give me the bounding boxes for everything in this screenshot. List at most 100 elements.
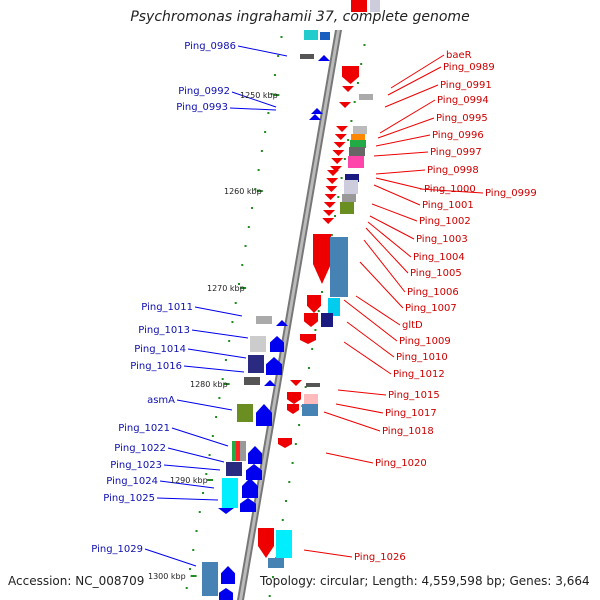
gene-label[interactable]: Ping_1011	[141, 302, 193, 313]
genome-backbone	[237, 30, 342, 600]
leader-line	[163, 464, 221, 471]
gene-label[interactable]: Ping_1007	[405, 303, 457, 314]
gene-label[interactable]: Ping_1025	[103, 493, 155, 504]
leader-line	[369, 215, 415, 240]
gene-label[interactable]: baeR	[446, 50, 472, 61]
tick-mark	[260, 150, 263, 152]
reverse-gene-arrow	[323, 202, 336, 208]
gene-label[interactable]: Ping_0997	[430, 147, 482, 158]
tick-mark	[195, 530, 198, 532]
gene-label[interactable]: Ping_1020	[375, 458, 427, 469]
leader-line	[171, 427, 229, 447]
gene-label[interactable]: Ping_1016	[130, 361, 182, 372]
gene-label[interactable]: Ping_1029	[91, 544, 143, 555]
gene-label[interactable]: Ping_1022	[114, 443, 166, 454]
tick-mark	[221, 378, 224, 380]
gene-label[interactable]: gltD	[402, 320, 423, 331]
leader-line	[363, 239, 406, 293]
reverse-gene-arrow	[336, 126, 348, 132]
tick-mark	[337, 196, 340, 198]
gene-box	[351, 134, 365, 142]
gene-label[interactable]: Ping_1021	[118, 423, 170, 434]
gene-label[interactable]: Ping_0998	[427, 165, 479, 176]
gene-label[interactable]: Ping_1024	[106, 476, 158, 487]
reverse-gene-arrow	[339, 102, 351, 108]
tick-mark	[192, 549, 195, 551]
reverse-gene-arrow	[342, 86, 354, 92]
kbp-label: 1260 kbp	[224, 187, 262, 196]
tick-mark	[268, 595, 271, 597]
reverse-gene-arrow	[324, 194, 337, 200]
gene-label[interactable]: Ping_1023	[110, 460, 162, 471]
gene-box	[304, 30, 318, 40]
forward-gene-arrow	[311, 108, 323, 114]
tick-mark	[340, 177, 343, 179]
leader-line	[359, 261, 404, 309]
tick-mark	[317, 310, 320, 312]
kbp-label: 1300 kbp	[148, 572, 186, 581]
gene-label[interactable]: Ping_1013	[138, 325, 190, 336]
gene-label[interactable]: Ping_0995	[436, 113, 488, 124]
gene-label[interactable]: Ping_0992	[178, 86, 230, 97]
label-leader-lines	[144, 45, 484, 567]
leader-line	[379, 99, 436, 134]
leader-line	[367, 221, 412, 258]
gene-label[interactable]: Ping_1015	[388, 390, 440, 401]
tick-mark	[215, 416, 218, 418]
gene-label[interactable]: Ping_1017	[385, 408, 437, 419]
leader-line	[335, 403, 384, 414]
gene-label[interactable]: Ping_0986	[184, 41, 236, 52]
leader-line	[303, 549, 353, 558]
gene-label[interactable]: Ping_0996	[432, 130, 484, 141]
leader-line	[183, 365, 245, 373]
gene-label[interactable]: Ping_1000	[424, 184, 476, 195]
tick-mark	[347, 139, 350, 141]
gene-label[interactable]: Ping_1001	[422, 200, 474, 211]
reverse-gene-arrow	[287, 392, 301, 404]
gene-label[interactable]: Ping_0993	[176, 102, 228, 113]
map-title: Psychromonas ingrahamii 37, complete gen…	[130, 9, 470, 25]
gene-label[interactable]: Ping_1010	[396, 352, 448, 363]
tick-mark	[237, 283, 240, 285]
gene-label[interactable]: Ping_1014	[134, 344, 186, 355]
gene-box	[237, 404, 253, 422]
gene-box	[328, 298, 340, 316]
gene-box	[276, 530, 292, 558]
gene-label[interactable]: Ping_1026	[354, 552, 406, 563]
gene-label[interactable]: Ping_0994	[437, 95, 489, 106]
reverse-gene-arrow	[323, 210, 335, 216]
forward-gene-arrow	[240, 498, 256, 512]
gene-label[interactable]: Ping_1004	[413, 252, 465, 263]
gene-label[interactable]: Ping_1018	[382, 426, 434, 437]
gene-label[interactable]: Ping_1003	[416, 234, 468, 245]
gene-box	[353, 126, 367, 134]
gene-label[interactable]: Ping_0991	[440, 80, 492, 91]
tick-mark	[240, 287, 247, 289]
left-gene-labels: Ping_0986 Ping_0992 Ping_0993 Ping_1011 …	[91, 41, 236, 555]
tick-mark	[281, 519, 284, 521]
tick-mark	[273, 94, 280, 96]
gene-box	[226, 462, 242, 476]
gene-label[interactable]: Ping_0989	[443, 62, 495, 73]
gene-box	[248, 355, 264, 373]
tick-mark	[228, 340, 231, 342]
gene-label[interactable]: Ping_1009	[399, 336, 451, 347]
reverse-gene-arrow	[313, 234, 331, 284]
accession-text: Accession: NC_008709	[8, 574, 145, 588]
tick-mark	[360, 63, 363, 65]
gene-label[interactable]: Ping_1012	[393, 369, 445, 380]
reverse-gene-arrow	[307, 295, 321, 313]
gene-label[interactable]: Ping_1006	[407, 287, 459, 298]
topology-text: Topology: circular; Length: 4,559,598 bp…	[260, 574, 590, 588]
gene-label[interactable]: Ping_0999	[485, 188, 537, 199]
gene-label[interactable]: asmA	[147, 395, 175, 406]
forward-gene-arrow	[256, 404, 272, 426]
reverse-gene-arrow	[331, 158, 344, 164]
gene-label[interactable]: Ping_1005	[410, 268, 462, 279]
gene-label[interactable]: Ping_1002	[419, 216, 471, 227]
gene-box	[340, 202, 354, 214]
tick-mark	[244, 245, 247, 247]
gene-box	[330, 237, 348, 297]
tick-mark	[307, 367, 310, 369]
tick-mark	[285, 500, 288, 502]
